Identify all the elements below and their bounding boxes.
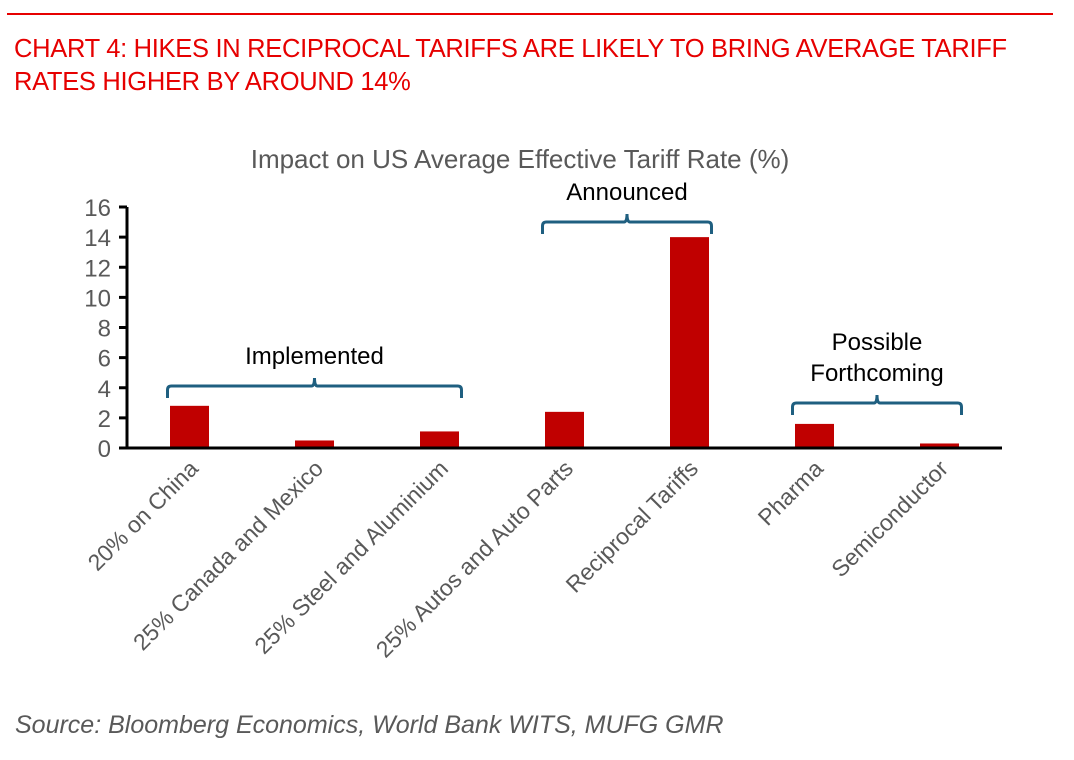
- bar-3: [545, 411, 584, 448]
- y-tick-label: 4: [98, 376, 111, 403]
- group-label: Implemented: [245, 343, 384, 370]
- y-tick-label: 12: [84, 255, 111, 282]
- group-brackets: Implemented Announced Possible Forthcoming: [166, 179, 963, 415]
- y-tick-label: 8: [98, 316, 111, 343]
- bar-2: [420, 431, 459, 448]
- top-rule: [7, 13, 1053, 15]
- y-tick-label: 6: [98, 346, 111, 373]
- bar-0: [170, 405, 209, 448]
- y-tick-label: 14: [84, 225, 111, 252]
- y-tick-label: 10: [84, 285, 111, 312]
- bars: [170, 237, 959, 448]
- source-note: Source: Bloomberg Economics, World Bank …: [15, 711, 724, 739]
- x-tick-label: Pharma: [753, 455, 828, 530]
- chart-title: Impact on US Average Effective Tariff Ra…: [251, 144, 790, 174]
- bracket-implemented: [166, 377, 463, 398]
- x-tick-label: 25% Autos and Auto Parts: [371, 455, 578, 662]
- group-label: Forthcoming: [810, 360, 943, 387]
- bar-4: [670, 237, 709, 448]
- bar-6: [920, 443, 959, 448]
- x-tick-label: Reciprocal Tariffs: [561, 455, 704, 598]
- bar-5: [795, 423, 834, 448]
- bracket-announced: [541, 213, 713, 234]
- group-label: Announced: [566, 179, 687, 206]
- bracket-possible-forthcoming: [791, 394, 963, 415]
- group-label: Possible: [832, 329, 923, 356]
- y-tick-label: 0: [98, 436, 111, 463]
- x-tick-label: 20% on China: [82, 455, 203, 576]
- y-tick-label: 2: [98, 406, 111, 433]
- y-tick-label: 16: [84, 195, 111, 222]
- x-tick-label: Semiconductor: [826, 455, 953, 582]
- chart-headline: CHART 4: HIKES IN RECIPROCAL TARIFFS ARE…: [14, 35, 1007, 96]
- bar-1: [295, 440, 334, 448]
- y-axis-ticks: 0 2 4 6 8 10 12 14 16: [84, 195, 127, 463]
